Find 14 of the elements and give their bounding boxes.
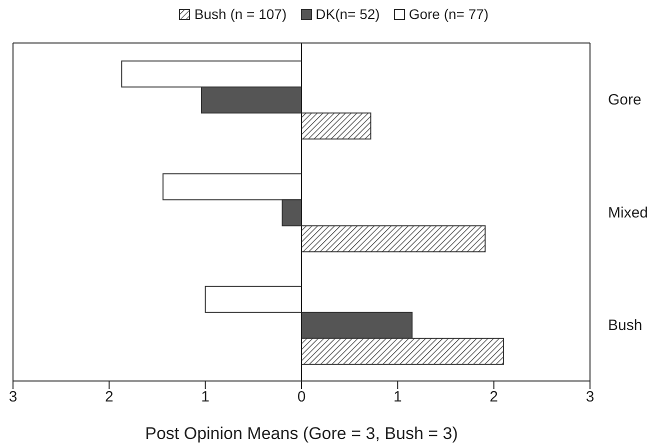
x-tick-label: 3 (8, 388, 18, 406)
y-tick-label: Mixed (608, 204, 648, 222)
x-tick-label: 2 (490, 388, 498, 406)
x-tick-label: 2 (104, 388, 114, 406)
legend-label: Bush (n = 107) (193, 6, 287, 22)
legend-label: DK(n= 52) (314, 6, 380, 22)
legend-label: Gore (n= 77) (408, 6, 489, 22)
y-tick-label: Bush (608, 316, 642, 334)
x-tick-label: 1 (393, 388, 402, 406)
y-tick-label: Gore (608, 92, 642, 109)
x-tick-label: 1 (201, 388, 210, 406)
x-axis-title: Post Opinion Means (Gore = 3, Bush = 3) (145, 424, 458, 443)
x-tick-label: 0 (297, 388, 306, 406)
x-tick-label: 3 (586, 388, 594, 406)
